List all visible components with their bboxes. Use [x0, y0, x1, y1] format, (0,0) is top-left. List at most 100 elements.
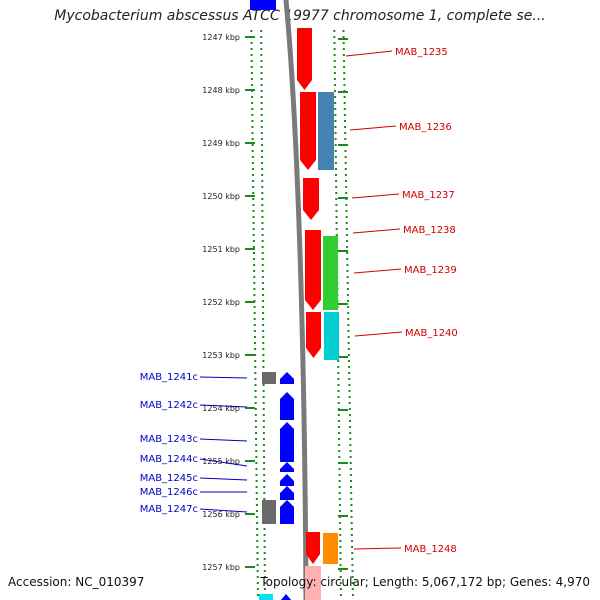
gene-feature-mab-1237[interactable] — [303, 178, 319, 220]
gene-label-mab-1235[interactable]: MAB_1235 — [395, 47, 448, 58]
gene-label-mab-1242c[interactable]: MAB_1242c — [140, 400, 198, 411]
gene-feature-mab-1241c[interactable] — [262, 372, 276, 384]
ruler-dot — [262, 324, 265, 326]
ruler-dot — [350, 480, 352, 482]
gene-feature-mab-1236[interactable] — [318, 92, 334, 170]
gene-feature-bottom-blue[interactable] — [280, 594, 292, 600]
ruler-dot — [263, 564, 266, 566]
ruler-dot — [338, 498, 341, 500]
gene-label-mab-1246c[interactable]: MAB_1246c — [140, 487, 198, 498]
ruler-dot — [344, 156, 347, 158]
ruler-dot — [263, 576, 266, 578]
tick-label: 1249 kbp — [202, 139, 240, 148]
gene-feature-mab-1245c[interactable] — [280, 474, 294, 486]
ruler-dot — [255, 486, 258, 488]
gene-feature-mab-1248[interactable] — [323, 533, 338, 564]
ruler-dot — [337, 366, 340, 368]
ruler-dot — [335, 174, 338, 176]
ruler-dot — [337, 390, 340, 392]
ruler-dot — [251, 132, 254, 134]
ruler-dot — [338, 510, 341, 512]
gene-label-mab-1237[interactable]: MAB_1237 — [402, 190, 455, 201]
gene-feature-mab-1240-left[interactable] — [306, 312, 321, 358]
gene-feature-mab-1240[interactable] — [324, 312, 339, 360]
ruler-dot — [339, 564, 342, 566]
ruler-dot — [343, 84, 346, 86]
ruler-dot — [256, 534, 259, 536]
ruler-dot — [263, 468, 266, 470]
gene-label-mab-1243c[interactable]: MAB_1243c — [140, 434, 198, 445]
ruler-dot — [252, 180, 255, 182]
ruler-dot — [334, 138, 337, 140]
ruler-dot — [335, 234, 338, 236]
ruler-dot — [263, 570, 266, 572]
gene-feature-mab-1235[interactable] — [297, 28, 312, 90]
ruler-dot — [262, 300, 264, 302]
ruler-dot — [262, 402, 265, 404]
gene-feature-mab-1238[interactable] — [305, 230, 321, 310]
ruler-dot — [337, 402, 340, 404]
gene-label-mab-1245c[interactable]: MAB_1245c — [140, 473, 198, 484]
gene-label-mab-1236[interactable]: MAB_1236 — [399, 122, 452, 133]
ruler-dot — [255, 456, 258, 458]
ruler-dot — [252, 252, 255, 254]
ruler-dot — [260, 30, 263, 32]
gene-label-mab-1238[interactable]: MAB_1238 — [403, 225, 456, 236]
gene-label-mab-1244c[interactable]: MAB_1244c — [140, 454, 198, 465]
ruler-dot — [335, 228, 338, 230]
gene-label-mab-1248[interactable]: MAB_1248 — [404, 544, 457, 555]
gene-feature-top-fragment[interactable] — [250, 0, 276, 10]
ruler-dot — [335, 204, 338, 206]
ruler-dot — [253, 330, 256, 332]
ruler-dot — [256, 522, 259, 524]
ruler-dot — [252, 216, 255, 218]
ruler-dot — [339, 546, 342, 548]
gene-label-mab-1247c[interactable]: MAB_1247c — [140, 504, 198, 515]
ruler-dot — [261, 156, 264, 158]
label-leader-line — [354, 331, 403, 337]
gene-feature-bottom-cyan[interactable] — [259, 594, 273, 600]
gene-feature-mab-1235-continued[interactable] — [300, 92, 316, 170]
tick-label: 1247 kbp — [202, 33, 240, 42]
ruler-dot — [347, 342, 350, 344]
ruler-dot — [343, 78, 346, 80]
ruler-dot — [252, 222, 255, 224]
ruler-dot — [349, 462, 352, 464]
ruler-dot — [337, 414, 340, 416]
ruler-dot — [261, 228, 264, 230]
ruler-dot — [251, 156, 254, 158]
ruler-dot — [260, 60, 263, 62]
ruler-dot — [255, 462, 258, 464]
ruler-dot — [254, 414, 257, 416]
ruler-dot — [337, 426, 340, 428]
ruler-dot — [253, 258, 256, 260]
ruler-dot — [255, 480, 258, 482]
ruler-dot — [333, 72, 336, 74]
ruler-dot — [350, 498, 353, 500]
gene-label-mab-1239[interactable]: MAB_1239 — [404, 265, 457, 276]
gene-feature-bottom-fragment[interactable] — [305, 566, 321, 600]
gene-feature-mab-1241c-arrow[interactable] — [280, 372, 294, 384]
ruler-dot — [263, 588, 266, 590]
gene-label-mab-1241c[interactable]: MAB_1241c — [140, 372, 198, 383]
ruler-dot — [262, 390, 265, 392]
ruler-dot — [261, 174, 264, 176]
gene-feature-mab-1246c[interactable] — [280, 486, 294, 500]
ruler-dot — [349, 432, 352, 434]
gene-feature-mab-1247c[interactable] — [262, 500, 276, 524]
label-leader-line — [199, 508, 248, 513]
gene-feature-mab-1244c[interactable] — [280, 462, 294, 472]
gene-labels: MAB_1235 MAB_1236 MAB_1237 MAB_1238 MAB_1239… — [140, 47, 458, 555]
gene-label-mab-1240[interactable]: MAB_1240 — [405, 328, 458, 339]
gene-feature-mab-1239[interactable] — [323, 236, 338, 310]
gene-feature-mab-1243c[interactable] — [280, 422, 294, 462]
ruler-dot — [348, 402, 351, 404]
gene-feature-mab-1247c-arrow[interactable] — [280, 500, 294, 524]
ruler-dot — [260, 84, 263, 86]
gene-feature-mab-1248-left[interactable] — [306, 532, 320, 564]
ruler-dot — [261, 240, 264, 242]
ruler-dot — [261, 186, 264, 188]
gene-feature-mab-1242c[interactable] — [280, 392, 294, 420]
label-leader-line — [352, 228, 401, 234]
ruler-dot — [261, 204, 264, 206]
